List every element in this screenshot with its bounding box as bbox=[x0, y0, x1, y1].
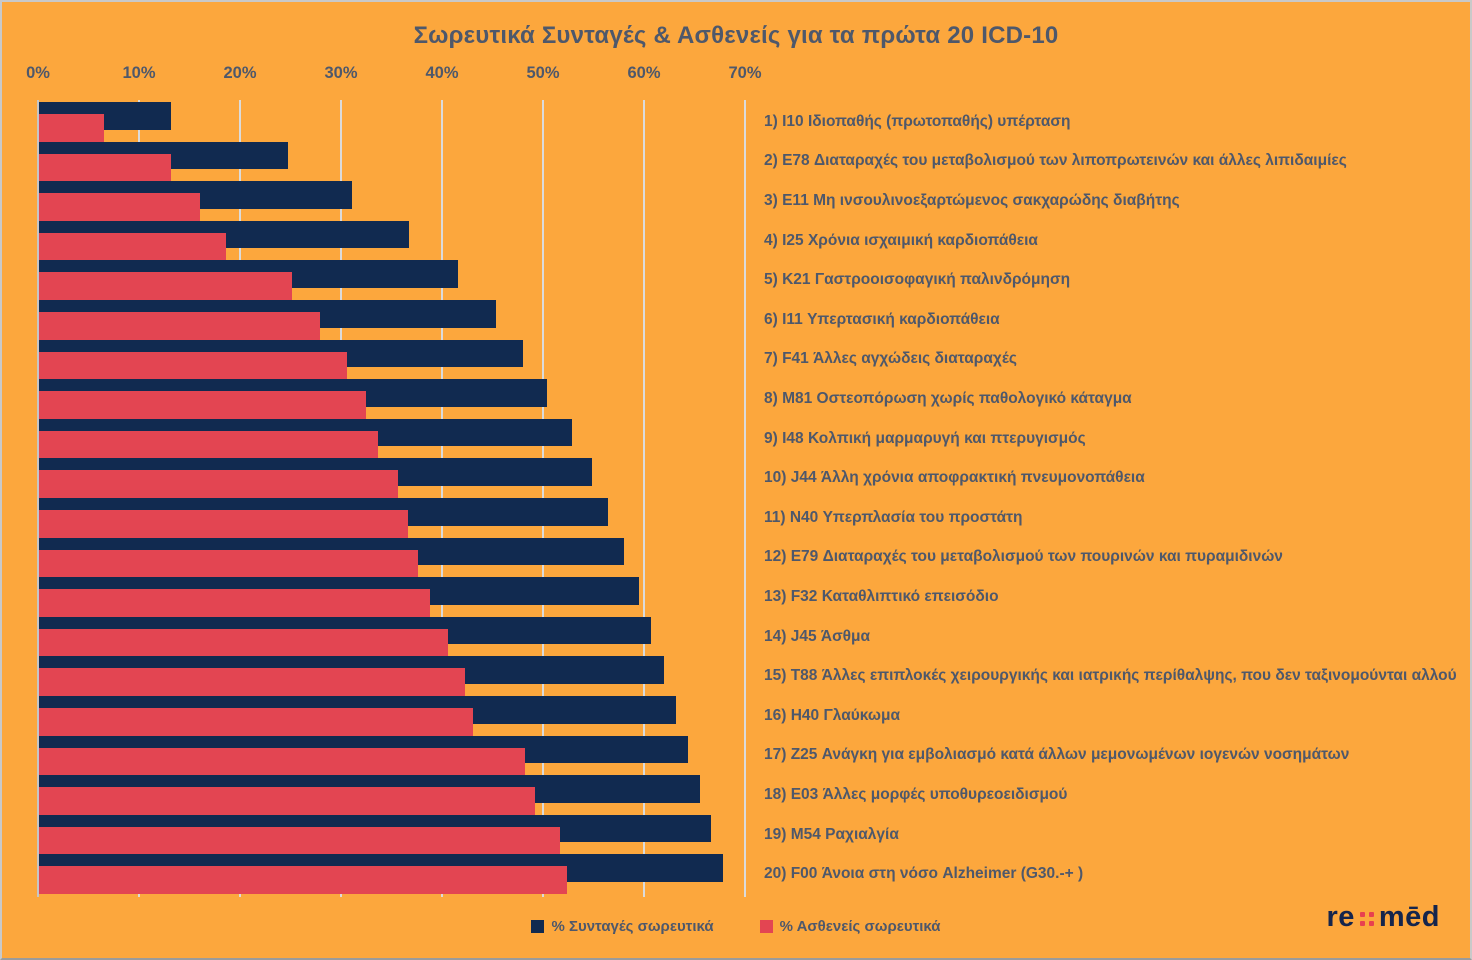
gridline bbox=[744, 100, 746, 897]
bar-patients-cumulative bbox=[39, 787, 535, 815]
bar-patients-cumulative bbox=[39, 747, 525, 776]
bar-patients-cumulative bbox=[39, 589, 430, 617]
category-label: 5) K21 Γαστροοισοφαγική παλινδρόμηση bbox=[764, 271, 1071, 289]
category-label: 2) E78 Διαταραχές του μεταβολισμού των λ… bbox=[764, 152, 1347, 170]
category-label: 14) J45 Άσθμα bbox=[764, 627, 871, 645]
bar-patients-cumulative bbox=[39, 114, 104, 142]
category-label: 17) Z25 Ανάγκη για εμβολιασμό κατά άλλων… bbox=[764, 746, 1350, 764]
legend-swatch-icon bbox=[531, 920, 545, 933]
bar-patients-cumulative bbox=[39, 826, 561, 855]
bar-patients-cumulative bbox=[39, 708, 474, 736]
logo-text-med: mēd bbox=[1378, 901, 1440, 933]
category-label: 10) J44 Άλλη χρόνια αποφρακτική πνευμονο… bbox=[764, 469, 1145, 487]
x-tick-label: 70% bbox=[728, 64, 762, 82]
legend: % Συνταγές σωρευτικά % Ασθενείς σωρευτικά bbox=[2, 918, 1470, 935]
bar-patients-cumulative bbox=[39, 153, 172, 182]
bar-patients-cumulative bbox=[39, 193, 200, 221]
legend-label: % Συνταγές σωρευτικά bbox=[551, 918, 714, 935]
logo-colon-icon bbox=[1359, 911, 1374, 926]
category-label: 11) N40 Υπερπλασία του προστάτη bbox=[764, 508, 1023, 526]
x-tick-label: 50% bbox=[526, 64, 560, 82]
category-label: 15) T88 Άλλες επιπλοκές χειρουργικής και… bbox=[764, 667, 1457, 685]
category-label: 3) E11 Μη ινσουλινοεξαρτώμενος σακχαρώδη… bbox=[764, 192, 1180, 209]
x-tick-label: 40% bbox=[425, 64, 459, 82]
axis-zero-line bbox=[37, 100, 39, 897]
x-tick-label: 60% bbox=[627, 64, 661, 82]
bar-patients-cumulative bbox=[39, 510, 408, 538]
legend-swatch-icon bbox=[759, 920, 773, 933]
chart-title: Σωρευτικά Συνταγές & Ασθενείς για τα πρώ… bbox=[413, 22, 1059, 49]
bar-patients-cumulative bbox=[39, 668, 466, 696]
x-tick-label: 0% bbox=[26, 64, 50, 82]
bar-patients-cumulative bbox=[39, 232, 226, 261]
legend-label: % Ασθενείς σωρευτικά bbox=[779, 918, 941, 935]
bar-patients-cumulative bbox=[39, 628, 449, 657]
bar-patients-cumulative bbox=[39, 391, 367, 419]
x-tick-label: 20% bbox=[223, 64, 257, 82]
category-label: 20) F00 Άνοια στη νόσο Alzheimer (G30.-+… bbox=[764, 865, 1084, 883]
category-label: 16) H40 Γλαύκωμα bbox=[764, 706, 900, 724]
logo-text-re: re bbox=[1326, 901, 1355, 933]
category-label: 4) I25 Χρόνια ισχαιμική καρδιοπάθεια bbox=[764, 231, 1038, 249]
bar-patients-cumulative bbox=[39, 549, 418, 578]
x-tick-label: 10% bbox=[122, 64, 156, 82]
bar-patients-cumulative bbox=[39, 866, 568, 894]
category-label: 1) I10 Ιδιοπαθής (πρωτοπαθής) υπέρταση bbox=[764, 112, 1071, 130]
category-label: 19) M54 Ραχιαλγία bbox=[764, 825, 899, 843]
bar-patients-cumulative bbox=[39, 470, 398, 498]
bar-patients-cumulative bbox=[39, 430, 379, 459]
category-label: 9) I48 Κολπική μαρμαρυγή και πτερυγισμός bbox=[764, 429, 1086, 447]
legend-item: % Ασθενείς σωρευτικά bbox=[759, 918, 941, 935]
remed-logo: re mēd bbox=[1326, 901, 1440, 934]
bar-patients-cumulative bbox=[39, 272, 292, 300]
category-label: 13) F32 Καταθλιπτικό επεισόδιο bbox=[764, 588, 999, 605]
gridline bbox=[643, 100, 645, 897]
category-label: 6) I11 Υπερτασική καρδιοπάθεια bbox=[764, 310, 1000, 328]
legend-item: % Συνταγές σωρευτικά bbox=[531, 918, 714, 935]
category-label: 7) F41 Άλλες αγχώδεις διαταραχές bbox=[764, 350, 1017, 368]
bar-patients-cumulative bbox=[39, 351, 348, 380]
category-label: 8) M81 Οστεοπόρωση χωρίς παθολογικό κάτα… bbox=[764, 390, 1132, 407]
category-label: 12) E79 Διαταραχές του μεταβολισμού των … bbox=[764, 548, 1283, 566]
x-tick-label: 30% bbox=[324, 64, 358, 82]
bar-patients-cumulative bbox=[39, 312, 320, 340]
category-label: 18) E03 Άλλες μορφές υποθυρεοειδισμού bbox=[764, 786, 1068, 803]
